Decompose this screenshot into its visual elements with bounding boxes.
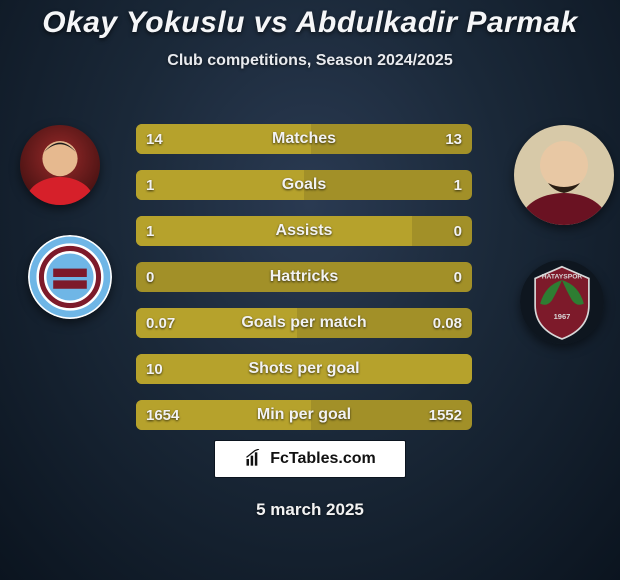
player-left-avatar-svg — [20, 125, 100, 205]
bar-fill — [136, 170, 304, 200]
bar-row: 0.070.08Goals per match — [136, 308, 472, 338]
bar-row: 11Goals — [136, 170, 472, 200]
comparison-bars: 1413Matches 11Goals 10Assists 00Hattricks 0.… — [136, 124, 472, 446]
page-subtitle: Club competitions, Season 2024/2025 — [0, 52, 620, 70]
bar-row: 10Shots per goal — [136, 354, 472, 384]
bar-fill — [136, 308, 297, 338]
brand-icon — [244, 449, 264, 469]
bar-fill — [136, 400, 311, 430]
bar-track — [136, 262, 472, 292]
brand-text: FcTables.com — [270, 450, 376, 468]
date-label: 5 march 2025 — [0, 500, 620, 520]
bar-row: 10Assists — [136, 216, 472, 246]
player-right-avatar-svg — [514, 125, 614, 225]
bar-fill — [136, 216, 412, 246]
bar-row: 1413Matches — [136, 124, 472, 154]
club-right-badge-svg: HATAYSPOR 1967 — [520, 260, 604, 344]
club-left-badge — [28, 235, 112, 319]
page-title: Okay Yokuslu vs Abdulkadir Parmak — [0, 6, 620, 40]
club-left-badge-svg — [28, 235, 112, 319]
brand-badge[interactable]: FcTables.com — [214, 440, 406, 478]
club-right-badge: HATAYSPOR 1967 — [520, 260, 604, 344]
bar-fill — [136, 124, 311, 154]
bar-fill — [136, 354, 472, 384]
bar-row: 16541552Min per goal — [136, 400, 472, 430]
player-left-avatar — [20, 125, 100, 205]
player-right-avatar — [514, 125, 614, 225]
svg-text:1967: 1967 — [554, 312, 571, 321]
bar-row: 00Hattricks — [136, 262, 472, 292]
svg-text:HATAYSPOR: HATAYSPOR — [542, 273, 583, 280]
